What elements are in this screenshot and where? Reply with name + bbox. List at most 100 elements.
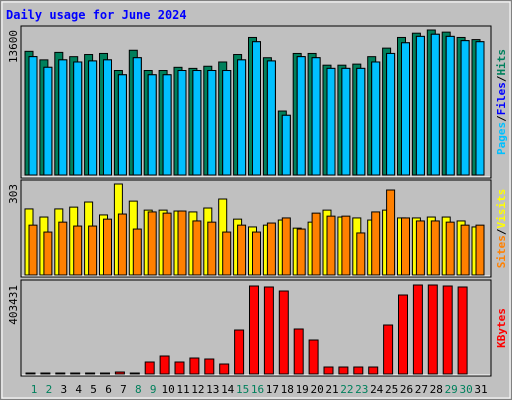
bar bbox=[100, 372, 110, 375]
bar bbox=[189, 357, 200, 375]
x-tick-label: 3 bbox=[60, 383, 67, 396]
x-tick-label: 26 bbox=[400, 383, 413, 396]
bar bbox=[132, 228, 142, 276]
x-tick-label: 29 bbox=[445, 383, 458, 396]
bar bbox=[386, 189, 396, 276]
bar bbox=[237, 59, 247, 176]
x-tick-label: 12 bbox=[191, 383, 204, 396]
bar bbox=[162, 74, 172, 176]
bar bbox=[192, 70, 202, 176]
bar bbox=[58, 59, 68, 176]
bar bbox=[58, 221, 68, 276]
bar bbox=[43, 66, 53, 176]
bar bbox=[430, 33, 440, 176]
x-tick-label: 14 bbox=[221, 383, 235, 396]
bar bbox=[323, 366, 334, 375]
bar bbox=[460, 224, 470, 276]
x-tick-label: 27 bbox=[415, 383, 428, 396]
bar bbox=[177, 210, 187, 276]
legend: KBytes bbox=[495, 308, 508, 348]
x-tick-label: 18 bbox=[281, 383, 294, 396]
bar bbox=[296, 228, 306, 276]
x-tick-label: 10 bbox=[161, 383, 174, 396]
bar bbox=[368, 366, 379, 375]
x-tick-label: 2 bbox=[46, 383, 53, 396]
x-tick-label: 22 bbox=[340, 383, 353, 396]
bar bbox=[356, 67, 366, 176]
bar bbox=[326, 67, 336, 176]
bar bbox=[249, 285, 259, 375]
bar bbox=[55, 372, 66, 375]
bar bbox=[338, 366, 349, 375]
x-tick-label: 19 bbox=[296, 383, 309, 396]
bar bbox=[70, 372, 81, 375]
y-tick-label: 303 bbox=[7, 184, 20, 204]
x-tick-label: 15 bbox=[236, 383, 249, 396]
bar bbox=[177, 70, 187, 176]
bar bbox=[296, 56, 306, 176]
bar bbox=[415, 220, 425, 276]
bar bbox=[383, 324, 394, 375]
legend: Pages/Files/Hits bbox=[495, 49, 508, 155]
bar bbox=[263, 286, 274, 375]
x-tick-label: 16 bbox=[251, 383, 264, 396]
bar bbox=[353, 366, 364, 375]
bar bbox=[207, 70, 217, 176]
bar bbox=[371, 61, 381, 176]
x-tick-label: 11 bbox=[176, 383, 189, 396]
bar bbox=[73, 61, 83, 176]
x-tick-label: 23 bbox=[355, 383, 368, 396]
bar bbox=[162, 212, 172, 276]
x-tick-label: 1 bbox=[31, 383, 38, 396]
legend-entry: Sites bbox=[495, 235, 508, 268]
bar bbox=[147, 211, 157, 276]
x-tick-label: 4 bbox=[75, 383, 82, 396]
x-tick-label: 24 bbox=[370, 383, 384, 396]
bar bbox=[311, 57, 321, 176]
bar bbox=[252, 231, 261, 276]
y-tick-label: 13600 bbox=[7, 30, 20, 63]
legend-entry: Hits bbox=[495, 49, 508, 76]
bar bbox=[132, 57, 142, 176]
bar bbox=[207, 221, 217, 276]
bar bbox=[204, 358, 215, 375]
bar bbox=[252, 41, 261, 176]
bar bbox=[117, 74, 127, 176]
bar bbox=[281, 114, 291, 176]
bar bbox=[144, 361, 155, 375]
bar bbox=[401, 217, 410, 276]
bar bbox=[88, 60, 98, 176]
x-tick-label: 7 bbox=[120, 383, 127, 396]
bar bbox=[103, 59, 112, 176]
bar bbox=[401, 42, 410, 176]
bar bbox=[475, 41, 485, 176]
x-tick-label: 21 bbox=[325, 383, 338, 396]
legend: Sites/Visits bbox=[495, 189, 508, 269]
bar bbox=[237, 224, 247, 276]
bar bbox=[475, 224, 485, 276]
legend-entry: Files bbox=[495, 82, 508, 115]
bar bbox=[88, 225, 98, 276]
bar bbox=[412, 284, 423, 375]
bar bbox=[415, 35, 425, 176]
bar bbox=[460, 40, 470, 176]
legend-entry: KBytes bbox=[495, 308, 508, 348]
x-tick-label: 17 bbox=[266, 383, 279, 396]
bar bbox=[43, 231, 53, 276]
x-tick-label: 5 bbox=[90, 383, 97, 396]
bar bbox=[85, 372, 96, 375]
bar bbox=[219, 363, 230, 375]
bar bbox=[445, 35, 455, 176]
bar bbox=[427, 284, 438, 375]
bar bbox=[457, 286, 468, 375]
x-tick-label: 25 bbox=[385, 383, 398, 396]
bar bbox=[266, 60, 276, 176]
bar bbox=[356, 232, 366, 276]
bar bbox=[73, 225, 83, 276]
bar bbox=[28, 56, 38, 176]
x-tick-label: 6 bbox=[105, 383, 112, 396]
bar bbox=[308, 339, 319, 375]
bar bbox=[266, 222, 276, 276]
